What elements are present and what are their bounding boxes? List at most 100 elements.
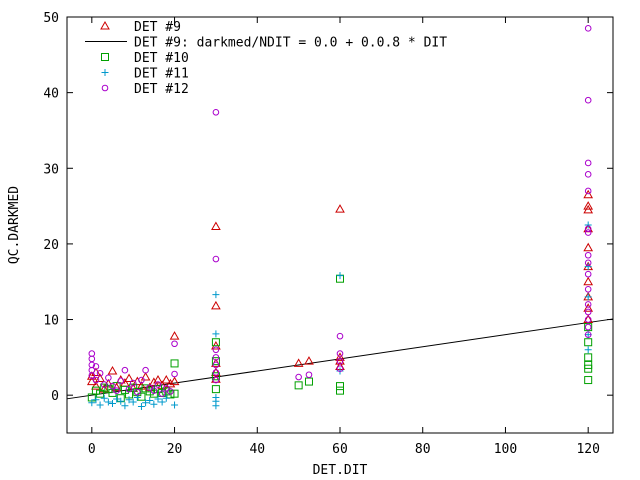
data-point — [584, 171, 592, 178]
data-point — [125, 396, 133, 404]
y-tick-label: 40 — [43, 87, 59, 102]
data-point — [583, 303, 594, 312]
data-point — [336, 332, 344, 340]
x-tick-label: 0 — [88, 442, 96, 457]
data-point — [138, 376, 145, 384]
data-point — [154, 381, 162, 388]
legend-label: DET #9: darkmed/NDIT = 0.0 + 0.0.8 * DIT — [134, 36, 447, 51]
data-point — [137, 403, 145, 411]
data-point — [584, 263, 592, 271]
data-point — [335, 352, 345, 361]
series-1 — [86, 189, 594, 393]
data-point — [142, 366, 149, 374]
data-point — [584, 346, 592, 354]
data-point — [211, 372, 220, 381]
x-tick-label: 100 — [494, 442, 517, 457]
legend-entry: DET #9 — [100, 20, 181, 35]
data-point — [336, 357, 344, 365]
data-point — [584, 323, 593, 332]
data-point — [336, 386, 344, 395]
y-tick-label: 30 — [43, 162, 59, 177]
data-point — [149, 389, 158, 398]
legend-marker — [101, 69, 109, 76]
data-point — [584, 338, 593, 347]
data-point — [170, 359, 179, 368]
data-point — [212, 369, 220, 376]
data-point — [105, 374, 112, 382]
legend-entry: DET #10 — [101, 51, 189, 66]
data-points — [86, 25, 594, 411]
data-point — [115, 375, 126, 384]
legend-entry: DET #11 — [101, 67, 189, 82]
data-point — [584, 323, 592, 331]
data-point — [167, 388, 174, 395]
data-point — [86, 376, 97, 386]
data-point — [212, 346, 220, 354]
data-point — [120, 385, 129, 394]
data-point — [212, 330, 220, 338]
data-point — [211, 374, 221, 383]
legend-label: DET #10 — [134, 51, 189, 66]
data-point — [336, 272, 344, 280]
data-point — [583, 201, 594, 210]
legend-entry: DET #12 — [101, 82, 189, 97]
data-point — [212, 361, 220, 369]
data-point — [113, 387, 120, 394]
data-point — [113, 395, 121, 403]
data-point — [107, 365, 118, 375]
data-point — [584, 259, 592, 267]
data-point — [304, 356, 314, 365]
data-point — [158, 390, 166, 397]
data-point — [584, 96, 592, 104]
data-point — [584, 251, 592, 259]
data-point — [117, 377, 125, 385]
data-point — [96, 369, 104, 377]
data-point — [584, 187, 592, 195]
data-point — [140, 372, 151, 381]
data-point — [146, 384, 154, 391]
series-3 — [88, 221, 592, 411]
data-point — [91, 381, 101, 390]
data-point — [305, 371, 313, 379]
x-tick-label: 120 — [576, 442, 599, 457]
y-axis-title: QC.DARKMED — [7, 186, 22, 264]
x-tick-label: 60 — [332, 442, 348, 457]
data-point — [336, 382, 344, 391]
data-point — [161, 375, 172, 384]
data-point — [88, 355, 96, 363]
data-point — [96, 401, 104, 409]
data-point — [336, 365, 344, 373]
data-point — [104, 398, 112, 406]
data-point — [111, 382, 122, 392]
y-tick-label: 50 — [43, 11, 59, 26]
data-point — [162, 385, 170, 392]
data-point — [212, 291, 220, 299]
data-point — [583, 242, 594, 252]
data-point — [121, 366, 129, 374]
data-point — [584, 316, 592, 323]
data-point — [136, 381, 147, 390]
data-point — [584, 159, 592, 167]
data-point — [584, 270, 592, 278]
data-point — [212, 255, 220, 263]
data-point — [157, 380, 167, 389]
data-point — [211, 221, 221, 231]
data-point — [96, 389, 105, 398]
legend-label: DET #11 — [134, 67, 189, 82]
data-point — [211, 300, 221, 310]
legend-entry: DET #9: darkmed/NDIT = 0.0 + 0.0.8 * DIT — [85, 36, 447, 51]
data-point — [117, 397, 125, 405]
data-point — [293, 358, 304, 367]
data-point — [150, 400, 158, 408]
data-point — [145, 387, 154, 396]
data-point — [336, 350, 344, 357]
axis-ticks: 0 20 40 60 80 100 120 0 10 20 30 40 50 — [43, 11, 613, 457]
data-point — [112, 382, 121, 391]
data-point — [169, 376, 180, 386]
data-point — [211, 338, 220, 347]
y-tick-label: 0 — [51, 389, 59, 404]
y-tick-label: 10 — [43, 314, 59, 329]
data-point — [150, 387, 158, 394]
data-point — [92, 376, 100, 384]
